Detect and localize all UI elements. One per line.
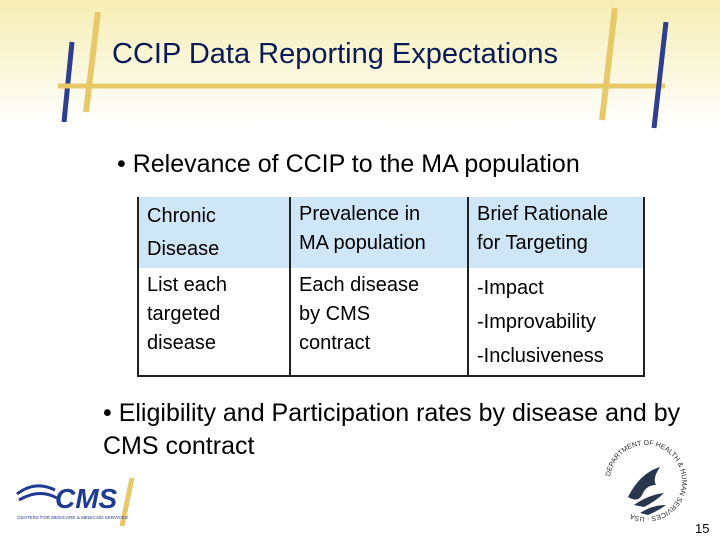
frame-gold-bottom-line bbox=[119, 477, 135, 527]
ccip-table: Chronic Disease Prevalence in MA populat… bbox=[137, 197, 645, 377]
slide-title: CCIP Data Reporting Expectations bbox=[112, 38, 558, 70]
frame-blue-right-line bbox=[651, 21, 669, 129]
page-number: 15 bbox=[695, 521, 710, 536]
frame-gold-right-line bbox=[599, 7, 618, 121]
header-rationale: Brief Rationale for Targeting bbox=[467, 197, 645, 268]
cell-rationale-items: -Impact -Improvability -Inclusiveness bbox=[467, 268, 645, 377]
table-row: List each targeted disease Each disease … bbox=[137, 268, 645, 377]
table-header-row: Chronic Disease Prevalence in MA populat… bbox=[137, 197, 645, 268]
bullet-relevance: • Relevance of CCIP to the MA population bbox=[117, 150, 580, 178]
cms-tagline: CENTERS FOR MEDICARE & MEDICAID SERVICES bbox=[17, 515, 128, 520]
header-prevalence: Prevalence in MA population bbox=[289, 197, 469, 268]
hhs-seal: DEPARTMENT OF HEALTH & HUMAN SERVICES · … bbox=[605, 440, 687, 522]
bullet-eligibility: • Eligibility and Participation rates by… bbox=[103, 399, 681, 460]
frame-blue-left-line bbox=[61, 41, 75, 123]
header-chronic-disease: Chronic Disease bbox=[137, 197, 291, 268]
cms-logo-text: CMS bbox=[55, 483, 118, 514]
cell-each-disease: Each disease by CMS contract bbox=[289, 268, 469, 377]
cell-list-disease: List each targeted disease bbox=[137, 268, 291, 377]
frame-gold-left-line bbox=[83, 11, 101, 113]
cms-logo: CMS CENTERS FOR MEDICARE & MEDICAID SERV… bbox=[16, 483, 128, 520]
eagle-icon bbox=[628, 467, 660, 500]
